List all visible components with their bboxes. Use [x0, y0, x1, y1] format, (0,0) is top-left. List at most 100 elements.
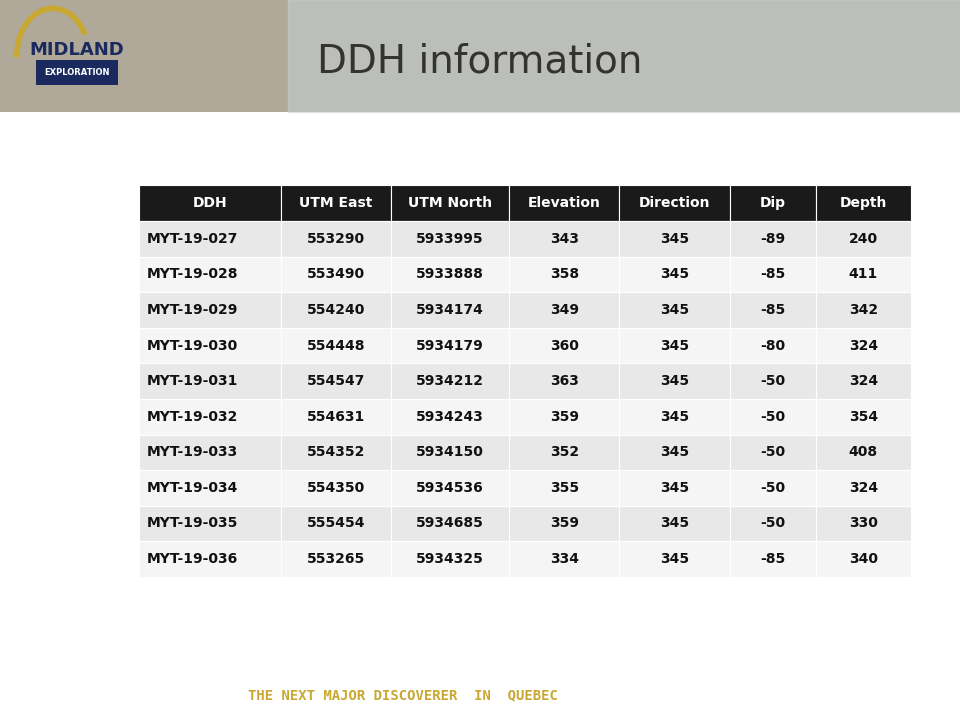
Text: Elevation: Elevation [528, 197, 601, 210]
FancyBboxPatch shape [619, 470, 730, 505]
FancyBboxPatch shape [391, 186, 509, 221]
Text: MYT-19-031: MYT-19-031 [147, 374, 238, 388]
Text: -85: -85 [760, 267, 785, 282]
Text: 342: 342 [849, 303, 878, 317]
FancyBboxPatch shape [391, 328, 509, 364]
Text: MYT-19-033: MYT-19-033 [147, 446, 238, 459]
FancyBboxPatch shape [730, 256, 816, 292]
Text: 411: 411 [849, 267, 878, 282]
Text: 5934536: 5934536 [417, 481, 484, 495]
FancyBboxPatch shape [281, 221, 391, 256]
FancyBboxPatch shape [139, 505, 281, 541]
FancyBboxPatch shape [619, 256, 730, 292]
Text: 5934685: 5934685 [417, 516, 484, 531]
FancyBboxPatch shape [281, 470, 391, 505]
Text: UTM East: UTM East [300, 197, 372, 210]
FancyBboxPatch shape [509, 364, 619, 399]
Text: 345: 345 [660, 338, 689, 353]
Text: 5934174: 5934174 [417, 303, 484, 317]
Text: UTM North: UTM North [408, 197, 492, 210]
Text: MYT-19-036: MYT-19-036 [147, 552, 238, 566]
FancyBboxPatch shape [509, 186, 619, 221]
Text: 330: 330 [849, 516, 877, 531]
Text: 5934179: 5934179 [417, 338, 484, 353]
Text: EXPLORATION: EXPLORATION [44, 68, 109, 77]
Text: 363: 363 [550, 374, 579, 388]
Text: 345: 345 [660, 232, 689, 246]
FancyBboxPatch shape [139, 256, 281, 292]
Text: 345: 345 [660, 481, 689, 495]
Text: 553490: 553490 [307, 267, 365, 282]
Text: 5933888: 5933888 [417, 267, 484, 282]
Text: 408: 408 [849, 446, 878, 459]
FancyBboxPatch shape [509, 221, 619, 256]
FancyBboxPatch shape [139, 541, 281, 577]
Text: MYT-19-034: MYT-19-034 [147, 481, 238, 495]
Text: 324: 324 [849, 481, 878, 495]
Text: 5934325: 5934325 [417, 552, 484, 566]
FancyBboxPatch shape [619, 328, 730, 364]
FancyBboxPatch shape [509, 435, 619, 470]
FancyBboxPatch shape [391, 435, 509, 470]
FancyBboxPatch shape [730, 292, 816, 328]
FancyBboxPatch shape [619, 435, 730, 470]
Text: Depth: Depth [840, 197, 887, 210]
Text: 554240: 554240 [307, 303, 365, 317]
FancyBboxPatch shape [816, 256, 911, 292]
FancyBboxPatch shape [281, 328, 391, 364]
FancyBboxPatch shape [281, 435, 391, 470]
Text: 554352: 554352 [307, 446, 365, 459]
Text: 345: 345 [660, 267, 689, 282]
FancyBboxPatch shape [509, 541, 619, 577]
Text: -50: -50 [760, 410, 785, 424]
FancyBboxPatch shape [391, 470, 509, 505]
FancyBboxPatch shape [509, 470, 619, 505]
FancyBboxPatch shape [619, 186, 730, 221]
Text: 555454: 555454 [307, 516, 365, 531]
Text: 345: 345 [660, 303, 689, 317]
FancyBboxPatch shape [391, 364, 509, 399]
Text: 324: 324 [849, 374, 878, 388]
FancyBboxPatch shape [816, 470, 911, 505]
FancyBboxPatch shape [816, 186, 911, 221]
FancyBboxPatch shape [730, 186, 816, 221]
Text: 358: 358 [550, 267, 579, 282]
Text: MYT-19-035: MYT-19-035 [147, 516, 238, 531]
Text: -50: -50 [760, 481, 785, 495]
FancyBboxPatch shape [730, 435, 816, 470]
Text: 352: 352 [550, 446, 579, 459]
Text: 345: 345 [660, 552, 689, 566]
FancyBboxPatch shape [730, 505, 816, 541]
FancyBboxPatch shape [139, 364, 281, 399]
Text: DDH information: DDH information [318, 42, 642, 81]
Text: MYT-19-030: MYT-19-030 [147, 338, 238, 353]
Text: 554631: 554631 [307, 410, 365, 424]
FancyBboxPatch shape [139, 292, 281, 328]
FancyBboxPatch shape [816, 435, 911, 470]
FancyBboxPatch shape [509, 505, 619, 541]
FancyBboxPatch shape [391, 292, 509, 328]
Text: -80: -80 [760, 338, 785, 353]
FancyBboxPatch shape [391, 505, 509, 541]
FancyBboxPatch shape [509, 292, 619, 328]
FancyBboxPatch shape [281, 505, 391, 541]
FancyBboxPatch shape [816, 328, 911, 364]
FancyBboxPatch shape [619, 505, 730, 541]
FancyBboxPatch shape [509, 328, 619, 364]
FancyBboxPatch shape [816, 505, 911, 541]
FancyBboxPatch shape [730, 399, 816, 435]
FancyBboxPatch shape [509, 399, 619, 435]
Text: 334: 334 [550, 552, 579, 566]
Text: 554448: 554448 [307, 338, 365, 353]
FancyBboxPatch shape [816, 399, 911, 435]
Text: -89: -89 [760, 232, 785, 246]
Text: 554547: 554547 [307, 374, 365, 388]
Text: 554350: 554350 [307, 481, 365, 495]
Text: 15: 15 [899, 686, 925, 705]
Text: MYT-19-029: MYT-19-029 [147, 303, 238, 317]
FancyBboxPatch shape [619, 399, 730, 435]
FancyBboxPatch shape [619, 541, 730, 577]
FancyBboxPatch shape [730, 221, 816, 256]
FancyBboxPatch shape [281, 399, 391, 435]
Text: 5934243: 5934243 [417, 410, 484, 424]
